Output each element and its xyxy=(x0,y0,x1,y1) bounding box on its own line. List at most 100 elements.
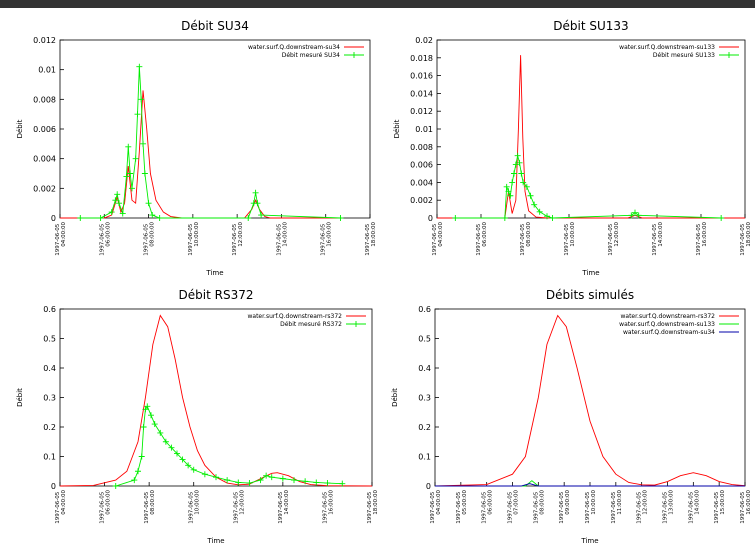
x-tick-label: 1997-06-05 18:00:00 xyxy=(367,490,379,524)
data-point xyxy=(127,170,134,177)
data-point xyxy=(114,191,121,198)
y-tick-label: 0.5 xyxy=(43,335,56,344)
data-point xyxy=(507,192,514,199)
y-tick-label: 0.1 xyxy=(43,453,56,462)
chart-title: Débit SU34 xyxy=(181,19,249,33)
x-tick-label: 1997-06-05 07:00:00 xyxy=(508,490,520,524)
data-point xyxy=(628,212,635,219)
data-point xyxy=(138,453,145,460)
legend-label: water.surf.Q.downstream-rs372 xyxy=(621,313,716,320)
x-tick-label: 1997-06-05 12:00:00 xyxy=(637,490,649,524)
y-tick-label: 0 xyxy=(51,214,56,223)
y-tick-label: 0.6 xyxy=(418,305,431,314)
data-point xyxy=(145,200,152,207)
y-tick-label: 0 xyxy=(51,482,56,491)
legend-label: Débit mesuré SU133 xyxy=(653,52,715,59)
x-tick-label: 1997-06-05 05:00:00 xyxy=(456,490,468,524)
y-tick-label: 0.3 xyxy=(43,394,56,403)
data-point xyxy=(201,471,208,478)
x-tick-label: 1997-06-05 15:00:00 xyxy=(714,490,726,524)
data-point xyxy=(254,200,261,207)
data-point xyxy=(258,212,265,219)
data-point xyxy=(151,421,158,428)
y-tick-label: 0.02 xyxy=(415,36,433,45)
legend-marker xyxy=(353,321,359,327)
data-point xyxy=(97,215,104,221)
data-point xyxy=(131,477,138,484)
y-tick-label: 0.014 xyxy=(410,89,433,98)
y-tick-label: 0.018 xyxy=(410,54,433,63)
x-tick-label: 1997-06-05 04:00:00 xyxy=(430,490,442,524)
data-point xyxy=(512,161,519,168)
data-point xyxy=(174,450,180,457)
x-tick-label: 1997-06-05 14:00:00 xyxy=(652,222,664,256)
y-tick-label: 0.1 xyxy=(418,453,431,462)
data-point xyxy=(140,424,147,430)
data-point xyxy=(77,215,84,221)
y-tick-label: 0.4 xyxy=(43,364,56,373)
data-point xyxy=(136,63,143,70)
y-tick-label: 0.01 xyxy=(38,66,56,75)
y-tick-label: 0.3 xyxy=(418,394,431,403)
data-point xyxy=(452,215,459,221)
data-point xyxy=(157,429,164,436)
data-point xyxy=(252,189,259,196)
x-tick-label: 1997-06-05 18:00:00 xyxy=(740,222,752,256)
x-tick-label: 1997-06-05 14:00:00 xyxy=(278,490,290,524)
data-point xyxy=(509,179,516,186)
legend-label: water.surf.Q.downstream-su34 xyxy=(248,44,340,51)
x-tick-label: 1997-06-05 16:00:00 xyxy=(321,222,333,256)
data-point xyxy=(108,209,115,216)
data-point xyxy=(257,477,264,484)
data-point xyxy=(112,197,119,204)
x-tick-label: 1997-06-05 12:00:00 xyxy=(233,490,245,524)
x-axis-label: Time xyxy=(206,537,224,545)
data-point xyxy=(531,201,538,208)
series-line xyxy=(455,155,722,219)
data-point xyxy=(168,444,175,451)
x-tick-label: 1997-06-05 10:00:00 xyxy=(188,222,200,256)
x-tick-label: 1997-06-05 10:00:00 xyxy=(189,490,201,524)
y-tick-label: 0.004 xyxy=(410,178,433,187)
data-point xyxy=(514,152,521,159)
series-line xyxy=(59,314,373,487)
x-tick-label: 1997-06-05 06:00:00 xyxy=(99,222,111,256)
data-point xyxy=(339,480,346,487)
data-point xyxy=(527,192,534,199)
data-point xyxy=(179,456,186,463)
y-axis-label: Débit xyxy=(393,119,401,138)
data-point xyxy=(505,188,512,195)
data-point xyxy=(245,215,252,221)
series-line xyxy=(434,314,746,487)
data-point xyxy=(162,438,169,445)
x-tick-label: 1997-06-05 11:00:00 xyxy=(611,490,623,524)
legend-marker xyxy=(351,52,357,58)
legend-label: Débit mesuré RS372 xyxy=(280,321,342,328)
x-tick-label: 1997-06-05 10:00:00 xyxy=(585,490,597,524)
y-tick-label: 0.6 xyxy=(43,305,56,314)
data-point xyxy=(138,96,145,103)
series-line xyxy=(60,90,341,219)
y-tick-label: 0.012 xyxy=(410,107,433,116)
legend-label: water.surf.Q.downstream-su133 xyxy=(619,44,715,51)
data-point xyxy=(632,209,638,216)
x-tick-label: 1997-06-05 18:00:00 xyxy=(365,222,377,256)
data-point xyxy=(520,179,527,186)
data-point xyxy=(134,111,141,118)
y-axis-label: Débit xyxy=(16,388,24,407)
data-point xyxy=(185,462,192,469)
x-tick-label: 1997-06-05 08:00:00 xyxy=(533,490,545,524)
x-tick-label: 1997-06-05 13:00:00 xyxy=(663,490,675,524)
data-point xyxy=(313,479,320,486)
data-point xyxy=(635,212,642,219)
chart-title: Débit RS372 xyxy=(179,288,254,302)
x-tick-label: 1997-06-05 04:00:00 xyxy=(55,222,67,256)
top-bar xyxy=(0,0,755,8)
y-tick-label: 0.4 xyxy=(418,364,431,373)
data-point xyxy=(125,143,132,150)
y-tick-label: 0.2 xyxy=(43,423,56,432)
x-tick-label: 1997-06-05 08:00:00 xyxy=(144,222,156,256)
y-tick-label: 0.012 xyxy=(33,36,56,45)
y-tick-label: 0.008 xyxy=(33,95,56,104)
